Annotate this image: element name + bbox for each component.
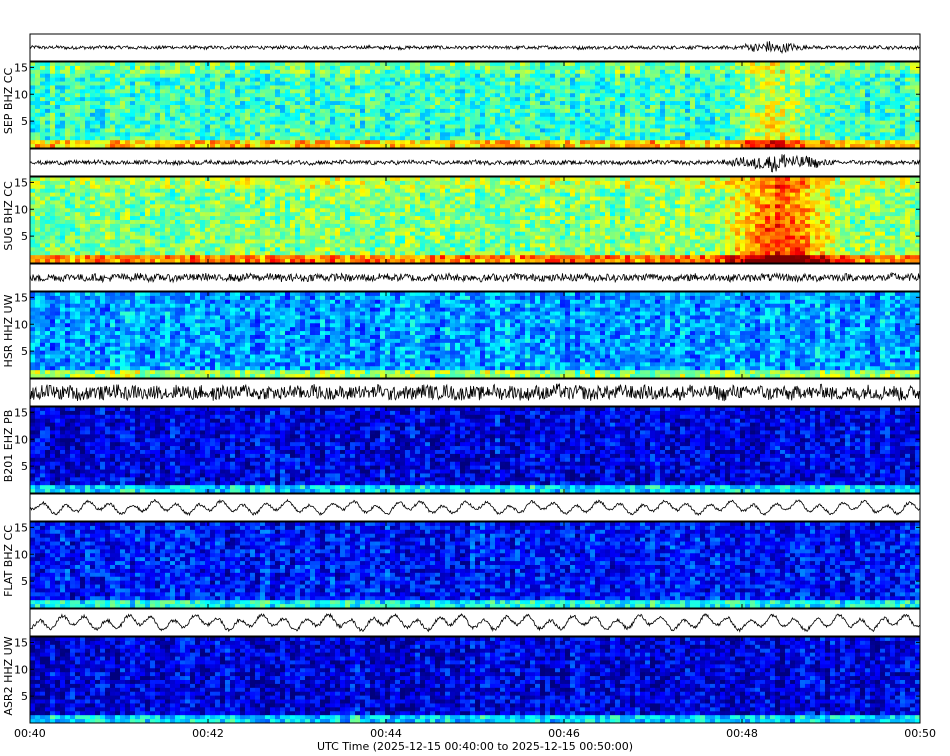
x-tick-label: 00:40	[14, 727, 46, 740]
y-tick-label: 10	[14, 548, 28, 561]
y-tick-label: 10	[14, 88, 28, 101]
station-label: HSR HHZ UW	[2, 294, 15, 367]
y-tick-label: 10	[14, 318, 28, 331]
spectrogram-image	[30, 177, 920, 263]
y-tick-label: 15	[14, 291, 28, 304]
x-tick-label: 00:46	[548, 727, 580, 740]
y-tick-label: 5	[21, 460, 28, 473]
y-tick-label: 5	[21, 575, 28, 588]
y-tick-label: 5	[21, 115, 28, 128]
trace-frame	[30, 609, 920, 636]
x-tick-label: 00:44	[370, 727, 402, 740]
y-tick-label: 5	[21, 690, 28, 703]
station-label: B201 EHZ PB	[2, 410, 15, 482]
station-label: ASR2 HHZ UW	[2, 636, 15, 715]
y-tick-label: 10	[14, 203, 28, 216]
spectrogram-image	[30, 522, 920, 608]
station-label: SEP BHZ CC	[2, 68, 15, 135]
y-tick-label: 15	[14, 176, 28, 189]
y-tick-label: 15	[14, 521, 28, 534]
station-label: SUG BHZ CC	[2, 181, 15, 251]
y-tick-label: 5	[21, 230, 28, 243]
x-tick-label: 00:50	[904, 727, 936, 740]
spectrogram-image	[30, 637, 920, 723]
spectrogram-image	[30, 407, 920, 493]
y-tick-label: 10	[14, 433, 28, 446]
y-tick-label: 10	[14, 663, 28, 676]
y-tick-label: 15	[14, 61, 28, 74]
x-axis-label: UTC Time (2025-12-15 00:40:00 to 2025-12…	[317, 740, 633, 753]
x-tick-label: 00:42	[192, 727, 224, 740]
x-tick-label: 00:48	[726, 727, 758, 740]
spectrogram-image	[30, 292, 920, 378]
y-tick-label: 15	[14, 406, 28, 419]
spectrogram-image	[30, 62, 920, 148]
x-axis: 00:40 00:42 00:44 00:46 00:48 00:50	[14, 727, 936, 740]
trace-frame	[30, 494, 920, 521]
y-tick-label: 5	[21, 345, 28, 358]
y-tick-label: 15	[14, 636, 28, 649]
station-label: FLAT BHZ CC	[2, 525, 15, 597]
